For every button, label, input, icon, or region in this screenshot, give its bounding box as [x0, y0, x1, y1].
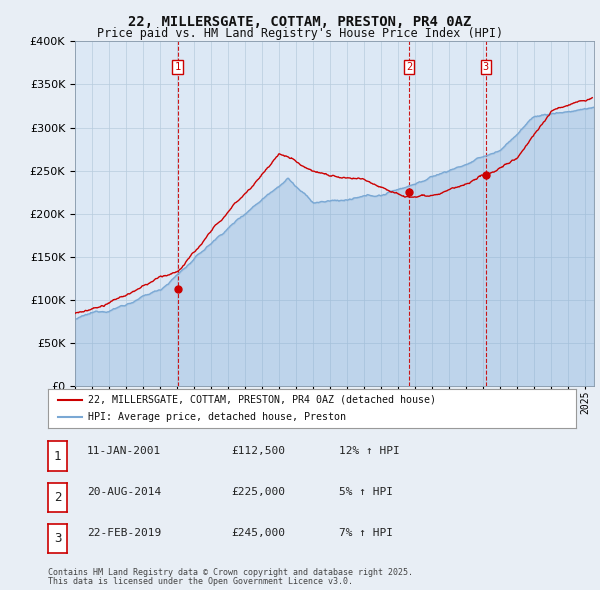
Text: 1: 1	[175, 62, 181, 72]
Text: 3: 3	[482, 62, 489, 72]
Text: £245,000: £245,000	[231, 529, 285, 538]
Text: 22-FEB-2019: 22-FEB-2019	[87, 529, 161, 538]
Text: Price paid vs. HM Land Registry's House Price Index (HPI): Price paid vs. HM Land Registry's House …	[97, 27, 503, 40]
Text: 22, MILLERSGATE, COTTAM, PRESTON, PR4 0AZ: 22, MILLERSGATE, COTTAM, PRESTON, PR4 0A…	[128, 15, 472, 29]
Text: 2: 2	[54, 491, 61, 504]
Text: 2: 2	[406, 62, 412, 72]
Text: This data is licensed under the Open Government Licence v3.0.: This data is licensed under the Open Gov…	[48, 578, 353, 586]
Text: 1: 1	[54, 450, 61, 463]
Text: 12% ↑ HPI: 12% ↑ HPI	[339, 446, 400, 455]
Text: 7% ↑ HPI: 7% ↑ HPI	[339, 529, 393, 538]
Text: £112,500: £112,500	[231, 446, 285, 455]
Text: 5% ↑ HPI: 5% ↑ HPI	[339, 487, 393, 497]
Text: 11-JAN-2001: 11-JAN-2001	[87, 446, 161, 455]
Text: Contains HM Land Registry data © Crown copyright and database right 2025.: Contains HM Land Registry data © Crown c…	[48, 568, 413, 577]
Text: 3: 3	[54, 532, 61, 545]
Text: HPI: Average price, detached house, Preston: HPI: Average price, detached house, Pres…	[88, 412, 346, 422]
Text: 22, MILLERSGATE, COTTAM, PRESTON, PR4 0AZ (detached house): 22, MILLERSGATE, COTTAM, PRESTON, PR4 0A…	[88, 395, 436, 405]
Text: £225,000: £225,000	[231, 487, 285, 497]
Text: 20-AUG-2014: 20-AUG-2014	[87, 487, 161, 497]
